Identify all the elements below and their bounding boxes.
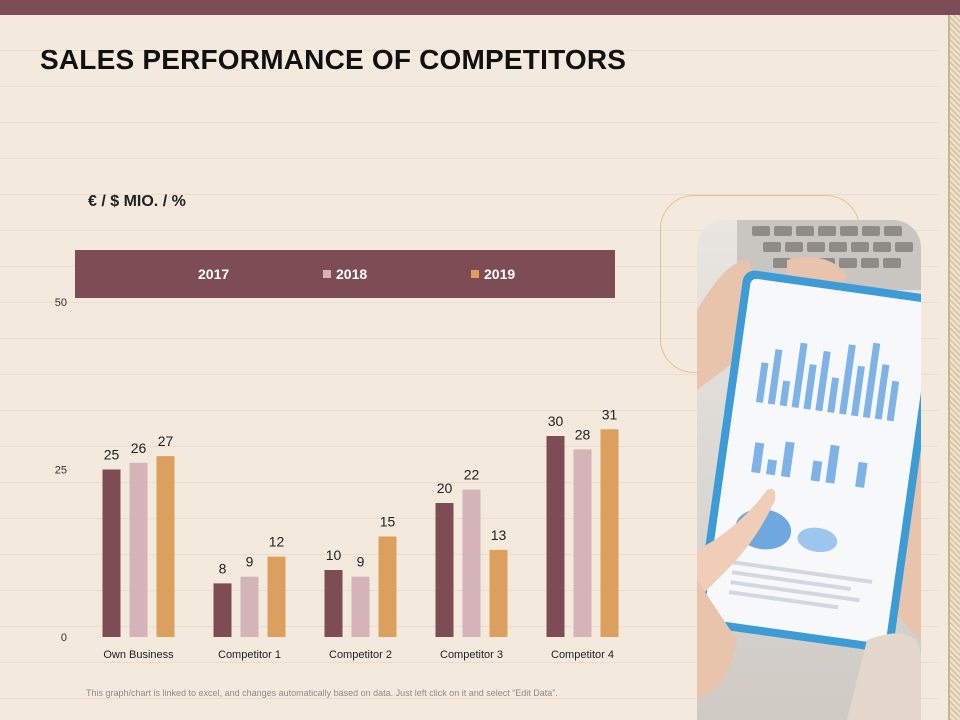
- legend-item-2019[interactable]: 2019: [471, 266, 515, 282]
- legend-swatch-2017: [185, 270, 193, 278]
- x-tick-label-competitor-1: Competitor 1: [218, 649, 281, 661]
- bar-competitor-3-2019[interactable]: [489, 549, 508, 637]
- bar-competitor-4-2018[interactable]: [573, 449, 592, 637]
- data-label-own-business-2018: 26: [131, 440, 147, 456]
- x-tick-label-competitor-3: Competitor 3: [440, 649, 503, 661]
- bar-competitor-2-2019[interactable]: [378, 536, 397, 638]
- y-tick-label-0: 0: [61, 632, 67, 644]
- data-label-own-business-2019: 27: [158, 433, 174, 449]
- tablet-photo-illustration: [697, 220, 921, 720]
- unit-label: € / $ MIO. / %: [88, 193, 186, 210]
- data-label-own-business-2017: 25: [104, 447, 120, 463]
- data-label-competitor-2-2019: 15: [380, 514, 396, 530]
- bar-competitor-4-2017[interactable]: [546, 436, 565, 637]
- legend-item-2017[interactable]: 2017: [185, 266, 229, 282]
- data-label-competitor-3-2018: 22: [464, 467, 480, 483]
- y-tick-label-50: 50: [55, 297, 67, 309]
- data-label-competitor-1-2018: 9: [246, 554, 254, 570]
- legend-swatch-2019: [471, 270, 479, 278]
- bar-competitor-1-2018[interactable]: [240, 576, 259, 637]
- data-label-competitor-4-2018: 28: [575, 426, 591, 442]
- tablet-chart-photo: [697, 220, 921, 720]
- data-label-competitor-1-2017: 8: [219, 560, 227, 576]
- y-tick-label-25: 25: [55, 465, 67, 477]
- right-stripe-border: [948, 15, 960, 720]
- data-label-competitor-2-2018: 9: [357, 554, 365, 570]
- slide-title: SALES PERFORMANCE OF COMPETITORS: [40, 44, 627, 75]
- x-tick-label-competitor-2: Competitor 2: [329, 649, 392, 661]
- top-bar: [0, 0, 960, 15]
- bar-competitor-1-2019[interactable]: [267, 556, 286, 637]
- data-label-competitor-3-2017: 20: [437, 480, 453, 496]
- data-label-competitor-4-2019: 31: [602, 406, 618, 422]
- bar-competitor-4-2019[interactable]: [600, 429, 619, 637]
- bar-competitor-1-2017[interactable]: [213, 583, 232, 637]
- data-label-competitor-2-2017: 10: [326, 547, 342, 563]
- legend-label-2017: 2017: [198, 266, 230, 282]
- chart-legend: 2017 2018 2019: [75, 250, 615, 298]
- bar-own-business-2018[interactable]: [129, 462, 148, 637]
- bar-own-business-2017[interactable]: [102, 469, 121, 638]
- legend-label-2018: 2018: [336, 266, 368, 282]
- bar-competitor-2-2018[interactable]: [351, 576, 370, 637]
- bar-chart[interactable]: 0 25 50 25 26 27 Own Business 8 9 12 Competitor 1 1…: [0, 0, 680, 700]
- data-label-competitor-3-2019: 13: [491, 527, 507, 543]
- data-label-competitor-4-2017: 30: [548, 413, 564, 429]
- data-label-competitor-1-2019: 12: [269, 534, 285, 550]
- footnote: This graph/chart is linked to excel, and…: [86, 688, 558, 698]
- legend-swatch-2018: [323, 270, 331, 278]
- x-tick-label-own-business: Own Business: [103, 649, 174, 661]
- legend-item-2018[interactable]: 2018: [323, 266, 367, 282]
- bar-competitor-2-2017[interactable]: [324, 570, 343, 637]
- bar-own-business-2019[interactable]: [156, 456, 175, 637]
- bar-competitor-3-2018[interactable]: [462, 489, 481, 637]
- bar-competitor-3-2017[interactable]: [435, 503, 454, 637]
- legend-label-2019: 2019: [484, 266, 516, 282]
- x-tick-label-competitor-4: Competitor 4: [551, 649, 614, 661]
